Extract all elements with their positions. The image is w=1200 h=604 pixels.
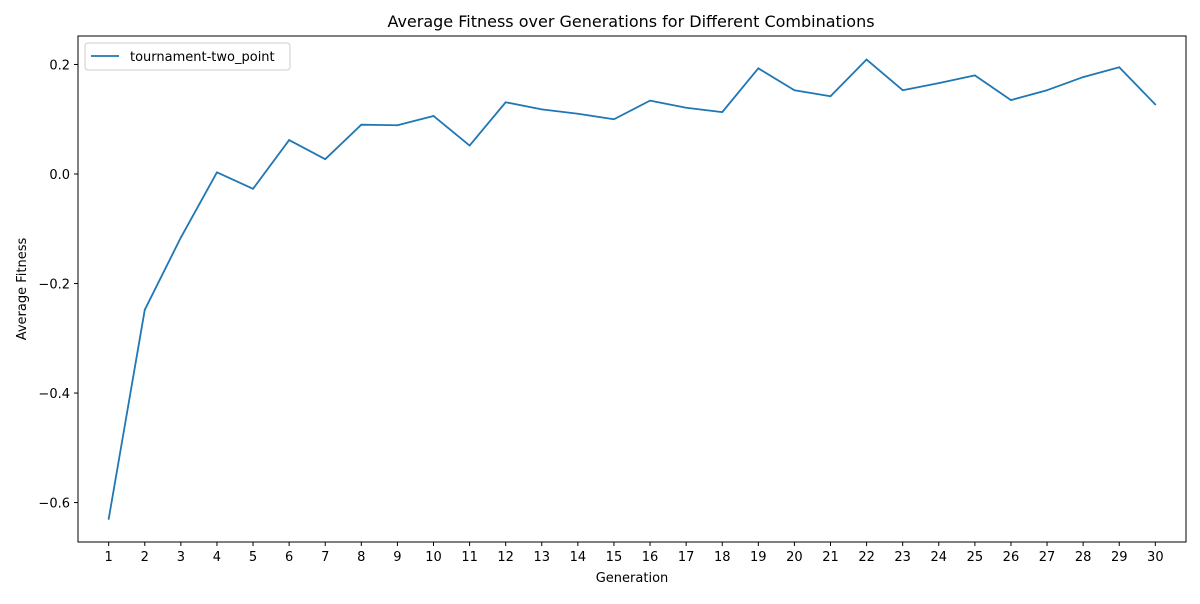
chart-title: Average Fitness over Generations for Dif… [387,12,874,31]
data-point [793,89,796,92]
legend-box [84,42,291,71]
x-tick-label: 25 [967,550,984,565]
x-tick-label: 23 [894,550,911,565]
x-tick-label: 6 [285,550,293,565]
data-point [685,106,688,109]
x-tick-label: 11 [461,550,478,565]
x-tick-label: 10 [425,550,442,565]
y-tick-label: −0.6 [38,497,70,512]
x-tick-label: 14 [570,550,587,565]
y-tick-label: −0.4 [38,387,70,402]
data-point [288,139,291,141]
legend[interactable]: tournament-two_point [84,42,291,71]
y-tick-label: 0.2 [49,58,70,73]
x-tick-label: 30 [1147,550,1164,565]
data-point [143,308,146,311]
x-tick-label: 18 [714,550,731,565]
data-point [576,112,579,115]
data-point [324,158,327,161]
data-point [1046,89,1048,92]
legend-label: tournament-two_point [130,50,275,65]
x-tick-label: 20 [786,550,803,565]
x-tick-label: 2 [141,550,149,565]
data-point [937,82,940,84]
x-tick-label: 4 [213,550,221,565]
data-point [252,187,254,190]
x-tick-label: 7 [321,550,329,565]
series-layer [107,58,1157,520]
data-point [649,99,651,102]
data-point [865,58,868,61]
x-tick-label: 16 [642,550,659,565]
y-axis-label: Average Fitness [15,238,30,341]
x-tick-label: 12 [497,550,514,565]
plot-area [77,35,1187,543]
data-point [1154,103,1157,106]
x-axis-label: Generation [596,571,669,586]
y-tick-label: 0.0 [49,168,70,183]
data-point [216,171,218,174]
data-point [179,236,182,239]
x-tick-label: 17 [678,550,695,565]
data-point [829,95,832,98]
x-tick-label: 29 [1111,550,1128,565]
x-tick-label: 15 [606,550,623,565]
y-tick-label: −0.2 [38,278,70,293]
x-tick-label: 9 [393,550,401,565]
data-point [504,101,507,104]
x-tick-label: 22 [858,550,875,565]
data-point [901,89,904,92]
data-point [721,111,724,114]
data-point [107,518,110,520]
data-point [432,115,435,117]
data-point [540,108,543,111]
x-tick-label: 26 [1003,550,1020,565]
data-point [1082,76,1085,78]
data-point [468,144,471,147]
data-point [1118,66,1121,69]
x-tick-label: 3 [177,550,185,565]
data-point [757,67,760,70]
x-tick-label: 28 [1075,550,1092,565]
x-tick-label: 19 [750,550,767,565]
x-tick-label: 13 [533,550,550,565]
x-axis: 1 2 3 4 5 6 7 8 9 10 11 12 13 14 15 16 17 18 19 20 21 22 23 24 2… [105,542,1164,565]
data-point [1010,99,1012,101]
y-axis: −0.6 −0.4 −0.2 0.0 0.2 [38,58,78,512]
x-tick-label: 24 [931,550,948,565]
x-tick-label: 8 [357,550,365,565]
data-point [396,124,399,127]
data-point [613,118,615,121]
data-point [973,74,976,77]
x-tick-label: 27 [1039,550,1056,565]
series-line-0 [107,58,1156,520]
data-point [360,123,363,126]
x-tick-label: 1 [105,550,113,565]
x-tick-label: 5 [249,550,257,565]
x-tick-label: 21 [822,550,839,565]
